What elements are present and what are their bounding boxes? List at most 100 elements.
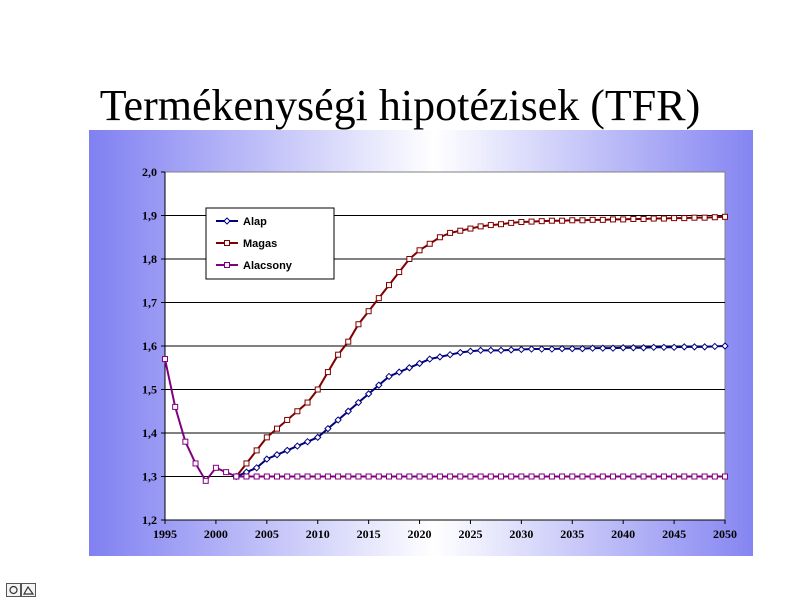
series-magas-point [447,229,454,236]
y-tick-label: 1,7 [142,296,157,310]
series-alacsony-point [620,473,627,480]
series-magas-point [701,214,708,221]
series-alap-point [395,368,403,376]
x-tick-label: 2040 [611,527,635,541]
series-alacsony-point [579,473,586,480]
x-tick-label: 2010 [306,527,330,541]
series-alacsony-point [711,473,718,480]
series-magas-point [386,282,392,289]
series-alap-point [446,350,454,359]
legend-label: Alap [243,216,267,228]
x-tick-label: 2035 [560,527,584,541]
series-alap-point [344,407,352,415]
legend-marker [223,217,231,225]
y-tick-label: 2,0 [142,165,157,179]
series-alap-point [690,343,699,351]
series-alacsony-point [314,473,321,480]
series-alacsony-point [528,473,535,480]
slide-nav-icon[interactable] [6,583,36,597]
series-alap-point [283,446,291,455]
series-magas-point [253,447,260,454]
series-magas-point [681,215,688,222]
series-alacsony-point [324,473,331,480]
series-magas-point [243,460,250,467]
series-alacsony-point [284,473,291,480]
series-alacsony-point [406,473,413,480]
history-series-point [212,464,219,471]
series-alap-point [375,381,383,389]
series-magas-point [559,217,566,224]
series-alacsony-point [538,473,545,480]
history-series-point [202,477,209,484]
series-alap-point [670,343,678,352]
series-magas-point [538,218,545,225]
slide-title: Termékenységi hipotézisek (TFR) [99,81,701,130]
series-magas-point [518,219,525,226]
series-alacsony-point [722,473,728,480]
x-tick-label: 1995 [153,527,177,541]
series-alacsony-point [375,473,382,480]
series-alacsony-point [345,473,352,480]
series-alap-point [517,345,526,354]
series-magas-point [579,217,586,224]
series-alap-point [650,343,658,352]
series-alacsony-point [599,473,606,480]
series-magas-point [304,399,311,406]
y-tick-label: 1,2 [142,513,157,527]
series-magas-point [498,221,504,228]
series-alacsony-point [650,473,657,480]
history-series-point [192,460,199,467]
series-alacsony-point [263,473,270,480]
series-alacsony-point [335,473,342,480]
series-magas-point [426,240,433,247]
series-alacsony-point [253,473,260,480]
series-alacsony-point [589,473,596,480]
y-tick-label: 1,4 [142,426,157,440]
series-alacsony-point [640,473,647,480]
series-alacsony-point [243,473,250,480]
y-tick-label: 1,5 [142,383,157,397]
x-tick-label: 2005 [255,527,279,541]
series-magas-point [650,215,657,222]
x-tick-label: 2015 [357,527,381,541]
series-alacsony-point [518,473,525,480]
series-alap-point [497,346,505,355]
series-alap-point [466,347,475,355]
series-alap-point [711,342,719,351]
series-magas-point [508,219,515,226]
series-alacsony-point [436,473,443,480]
series-magas-point [467,225,474,232]
series-alap-point [721,342,729,350]
series-alacsony-point [396,473,403,480]
series-alap-point [364,390,373,398]
series-magas-point [365,308,372,315]
series-magas-point [284,416,291,423]
series-alap-point [599,344,607,352]
series-magas-point [406,256,413,262]
series-alacsony-point [548,473,555,480]
series-alacsony-point [701,473,708,480]
line-chart: 1,2 1,3 1,4 1,5 1,6 1,7 1,8 1,9 2,0 1995 2000 2005 2… [142,165,737,541]
series-alacsony-point [467,473,474,480]
series-magas-point [589,216,596,223]
x-tick-label: 2030 [509,527,533,541]
series-magas-point [457,227,464,234]
series-magas-point [691,214,698,221]
series-alap-point [252,464,261,472]
y-tick-label: 1,3 [142,470,157,484]
series-alap-point [527,345,536,353]
series-alacsony-point [610,473,616,480]
y-tick-label: 1,8 [142,252,157,266]
series-magas-point [548,217,555,224]
series-alap-point [415,359,424,368]
series-magas-point [436,234,443,241]
series-alap-point [303,437,312,446]
series-alacsony-point [508,473,515,480]
series-alap-point [487,346,495,355]
series-alap-point [578,344,587,353]
series-alacsony-point [457,473,464,480]
series-alap-point [639,344,648,352]
series-alap-point [507,346,515,354]
series-magas-point [711,214,718,221]
series-alacsony-point [487,473,494,480]
